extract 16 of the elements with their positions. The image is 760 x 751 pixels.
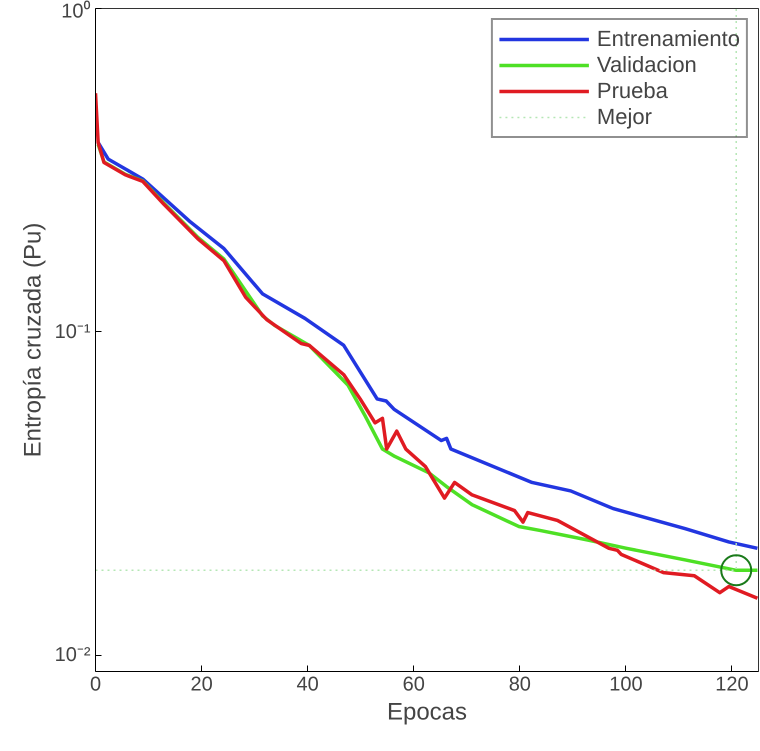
legend-label: Mejor bbox=[596, 104, 652, 130]
y-tick-label: 10⁰ bbox=[61, 0, 91, 22]
x-tick-label: 40 bbox=[296, 674, 319, 696]
y-tick-label: 10⁻² bbox=[54, 644, 91, 666]
x-tick-label: 0 bbox=[90, 674, 102, 696]
x-axis-title: Epocas bbox=[386, 698, 468, 726]
x-tick-label: 20 bbox=[190, 674, 213, 696]
x-tick-label: 100 bbox=[609, 674, 643, 696]
legend-label: Prueba bbox=[596, 78, 668, 104]
y-tick-label: 10⁻¹ bbox=[54, 320, 91, 343]
x-tick-label: 120 bbox=[715, 674, 749, 696]
x-tick-label: 80 bbox=[508, 674, 531, 696]
y-axis-title: Entropía cruzada (Pu) bbox=[20, 222, 47, 458]
legend-label: Entrenamiento bbox=[596, 26, 740, 52]
legend-label: Validacion bbox=[596, 52, 697, 78]
x-tick-label: 60 bbox=[402, 674, 425, 696]
